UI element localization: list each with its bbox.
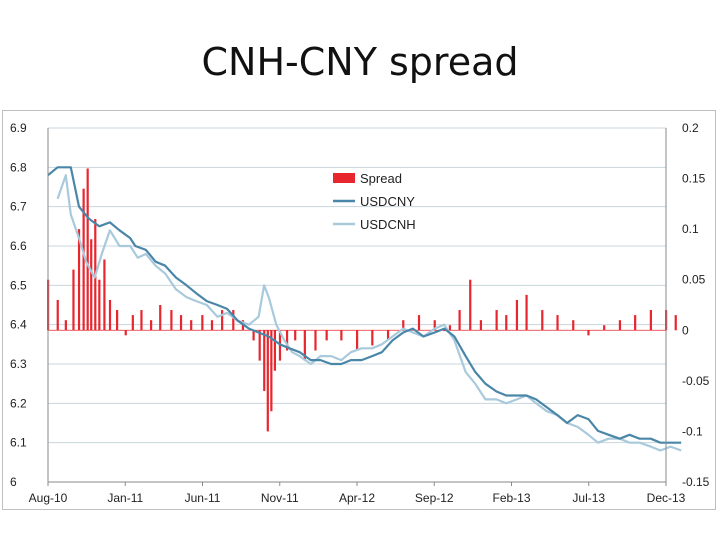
- legend-swatch-spread: [333, 173, 355, 183]
- x-tick-label: Jun-11: [185, 491, 221, 505]
- spread-bar: [541, 310, 544, 331]
- spread-bar: [417, 315, 421, 331]
- usdcny-line: [47, 166, 682, 444]
- spread-bar: [232, 310, 235, 331]
- legend-label: Spread: [360, 171, 402, 186]
- spread-bar: [634, 315, 637, 331]
- right-tick-label: 0.2: [682, 121, 699, 135]
- x-tick-label: Apr-12: [339, 491, 375, 505]
- spread-bar: [221, 310, 224, 331]
- usdcnh-line: [56, 174, 682, 452]
- spread-bar: [618, 320, 622, 331]
- grid-lines: [48, 127, 666, 483]
- spread-bar: [190, 320, 193, 331]
- spread-bar: [270, 330, 273, 412]
- left-tick-label: 6.7: [10, 200, 27, 214]
- right-tick-label: -0.05: [682, 374, 710, 388]
- right-tick-label: -0.15: [682, 475, 710, 489]
- spread-bar: [98, 279, 101, 331]
- spread-bar: [402, 320, 405, 331]
- spread-bar: [515, 299, 519, 331]
- spread-bar: [103, 259, 106, 331]
- spread-bar: [448, 325, 452, 331]
- right-tick-label: 0.05: [682, 273, 706, 287]
- spread-bar: [131, 315, 134, 331]
- spread-bar: [674, 315, 677, 331]
- spread-bar: [495, 310, 498, 331]
- left-tick-label: 6.6: [10, 239, 27, 253]
- spread-bar: [159, 305, 162, 331]
- spread-bar: [371, 330, 374, 346]
- left-tick-label: 6.8: [10, 160, 27, 174]
- spread-bar: [469, 279, 472, 331]
- left-tick-label: 6.4: [10, 318, 27, 332]
- spread-bar: [150, 320, 153, 331]
- spread-bar: [266, 330, 269, 432]
- spread-bar: [303, 330, 306, 361]
- right-tick-label: 0.1: [682, 222, 699, 236]
- spread-bar: [64, 320, 67, 331]
- x-tick-label: Nov-11: [261, 491, 299, 505]
- spread-bar: [116, 310, 119, 331]
- spread-bar: [179, 315, 183, 331]
- spread-bar: [108, 299, 112, 331]
- spread-bar: [556, 315, 559, 331]
- x-tick-label: Jan-11: [107, 491, 143, 505]
- spread-bar: [505, 315, 508, 331]
- spread-bar: [140, 310, 143, 331]
- spread-bar: [386, 330, 390, 341]
- spread-bar: [458, 310, 461, 331]
- right-tick-label: 0: [682, 323, 689, 337]
- spread-bar: [340, 330, 343, 341]
- spread-bar: [479, 320, 483, 331]
- x-tick-label: Aug-10: [29, 491, 68, 505]
- x-tick-label: Dec-13: [647, 491, 686, 505]
- fx-lines: [47, 166, 682, 452]
- spread-bar: [77, 229, 81, 331]
- left-tick-label: 6.3: [10, 357, 27, 371]
- spread-bar: [170, 310, 173, 331]
- spread-bar: [587, 330, 590, 336]
- spread-bar: [325, 330, 328, 341]
- left-tick-label: 6.9: [10, 121, 27, 135]
- axes: 6 6.1 6.2 6.3 6.4 6.5 6.6 6.7 6.8 6.9 -0.15 -0.1 -0.…: [10, 121, 710, 505]
- spread-bar: [201, 315, 204, 331]
- spread-bar: [90, 239, 93, 331]
- spread-bar: [603, 325, 606, 331]
- spread-bar: [263, 330, 266, 391]
- right-tick-label: 0.15: [682, 172, 706, 186]
- x-tick-label: Sep-12: [415, 491, 454, 505]
- left-tick-label: 6: [10, 475, 17, 489]
- spread-bar: [572, 320, 575, 331]
- legend: Spread USDCNY USDCNH: [333, 171, 416, 232]
- spread-bar: [56, 299, 59, 331]
- spread-bar: [525, 294, 528, 331]
- x-tick-label: Jul-13: [572, 491, 605, 505]
- spread-bar: [294, 330, 297, 341]
- legend-label: USDCNY: [360, 194, 415, 209]
- x-tick-label: Feb-13: [492, 491, 530, 505]
- spread-bar: [124, 330, 127, 336]
- spread-bar: [433, 320, 436, 331]
- spread-bar: [649, 310, 652, 331]
- right-tick-label: -0.1: [682, 424, 703, 438]
- spread-bar: [252, 330, 255, 341]
- legend-label: USDCNH: [360, 217, 416, 232]
- spread-bar: [285, 330, 289, 351]
- left-tick-label: 6.5: [10, 278, 27, 292]
- slide-title: CNH-CNY spread: [201, 40, 519, 84]
- spread-bar: [210, 320, 214, 331]
- spread-bar: [314, 330, 317, 351]
- spread-bar: [82, 188, 85, 331]
- spread-bar: [72, 269, 75, 331]
- left-tick-label: 6.1: [10, 436, 27, 450]
- chart-frame: [2, 110, 716, 510]
- spread-bar: [273, 330, 277, 371]
- spread-bar: [258, 330, 261, 361]
- spread-bar: [356, 330, 359, 351]
- spread-bar: [86, 168, 89, 331]
- left-tick-label: 6.2: [10, 396, 27, 410]
